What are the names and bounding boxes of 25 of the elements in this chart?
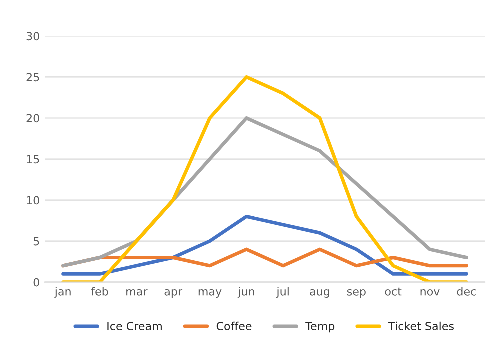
- y-tick-label: 25: [26, 73, 40, 82]
- x-tick-label: jun: [238, 287, 254, 298]
- x-tick-label: jan: [54, 287, 71, 298]
- y-tick-label: 30: [26, 32, 40, 41]
- y-tick-label: 0: [34, 278, 40, 287]
- legend-label: Coffee: [216, 322, 252, 330]
- line-series: [62, 75, 468, 282]
- x-tick-label: sep: [347, 289, 366, 298]
- x-tick-label: aug: [310, 289, 330, 298]
- legend-label: Temp: [306, 322, 335, 333]
- x-tick-label: jul: [276, 287, 289, 298]
- y-tick-label: 5: [34, 237, 40, 246]
- y-tick-label: 20: [26, 114, 40, 123]
- legend-label: Ice Cream: [108, 322, 162, 330]
- legend-label: Ticket Sales: [388, 322, 454, 330]
- line-series: [62, 214, 468, 276]
- x-tick-label: nov: [420, 289, 440, 296]
- x-tick-label: oct: [385, 288, 402, 296]
- x-tick-label: mar: [126, 289, 148, 296]
- x-tick-label: may: [198, 289, 222, 298]
- y-tick-label: 10: [27, 196, 40, 205]
- x-tick-label: feb: [91, 287, 108, 296]
- x-tick-label: apr: [164, 289, 183, 298]
- x-tick-label: dec: [457, 287, 476, 296]
- y-tick-label: 15: [27, 155, 40, 164]
